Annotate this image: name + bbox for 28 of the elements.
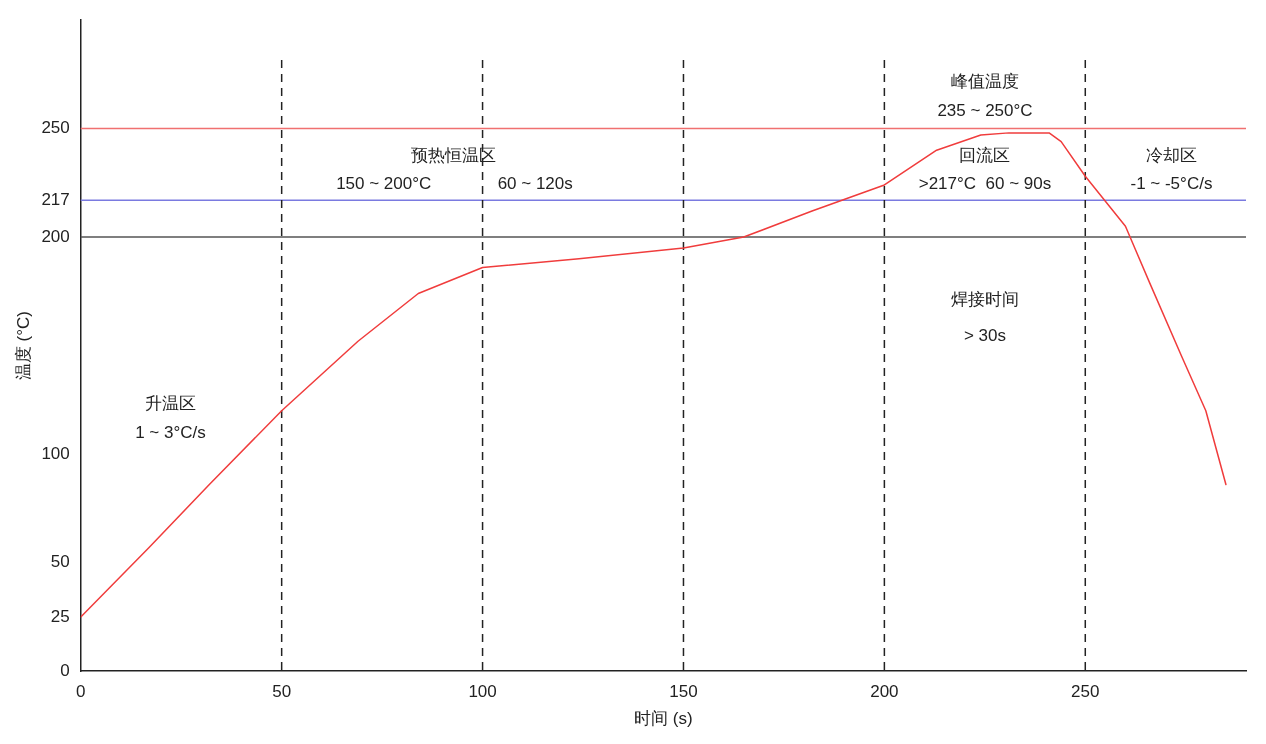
annotation: 冷却区 xyxy=(1145,146,1197,166)
x-tick-label: 0 xyxy=(76,682,86,702)
annotation: 235 ~ 250°C xyxy=(937,100,1033,120)
annotation: > 30s xyxy=(963,325,1007,345)
y-tick-label: 100 xyxy=(41,443,70,463)
annotation: 150 ~ 200°C xyxy=(336,173,432,193)
x-tick-label: 50 xyxy=(272,682,292,702)
x-tick-label: 200 xyxy=(870,682,899,702)
annotation: 预热恒温区 xyxy=(411,146,497,166)
x-tick-label: 100 xyxy=(468,682,497,702)
y-tick-label: 0 xyxy=(60,660,70,680)
annotation: 回流区 xyxy=(959,146,1011,166)
annotation: 升温区 xyxy=(144,393,196,413)
annotation: 1 ~ 3°C/s xyxy=(135,423,206,443)
y-tick-label: 25 xyxy=(50,606,70,626)
y-tick-label: 250 xyxy=(41,118,70,138)
annotation: >217°C 60 ~ 90s xyxy=(918,173,1052,193)
x-axis-title: 时间 (s) xyxy=(634,709,693,729)
y-tick-label: 200 xyxy=(41,226,70,246)
annotation: 峰值温度 xyxy=(950,71,1019,91)
annotation: -1 ~ -5°C/s xyxy=(1130,173,1213,193)
x-tick-label: 150 xyxy=(669,682,698,702)
annotation: 60 ~ 120s xyxy=(497,173,573,193)
x-tick-label: 250 xyxy=(1071,682,1100,702)
annotation: 焊接时间 xyxy=(950,289,1019,309)
y-tick-label: 217 xyxy=(41,189,70,209)
y-axis-title: 温度 (°C) xyxy=(13,311,33,381)
y-tick-label: 50 xyxy=(50,552,70,572)
